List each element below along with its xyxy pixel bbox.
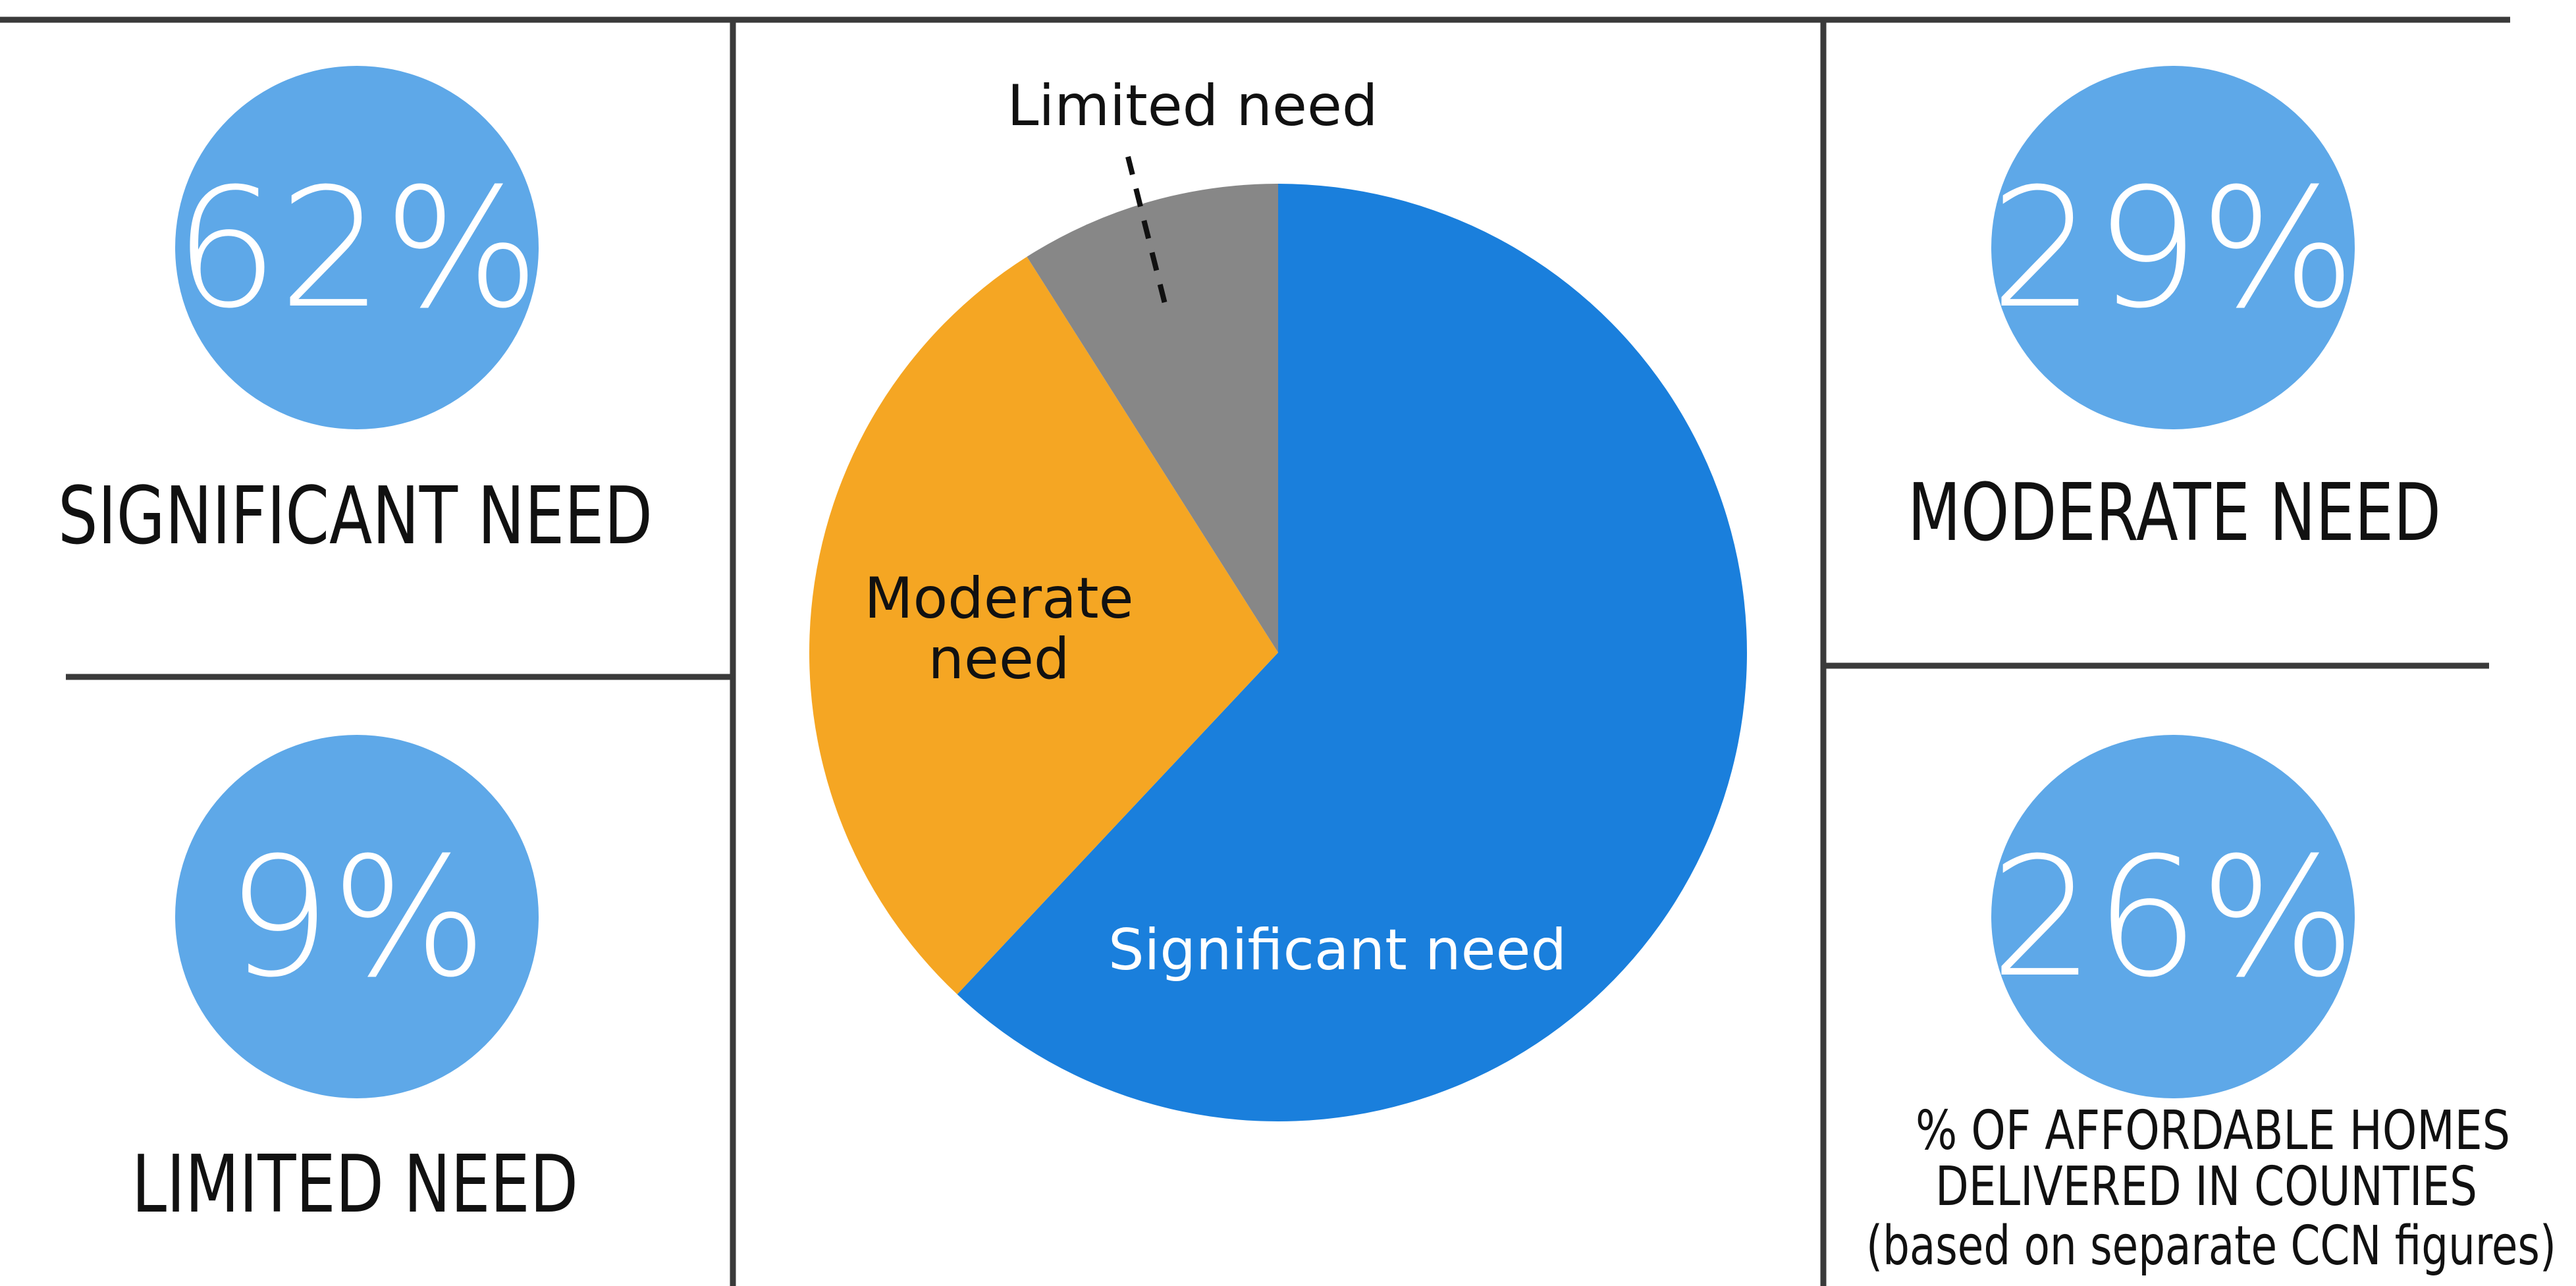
stat-circle <box>175 66 539 429</box>
stat-label: LIMITED NEED <box>132 1139 578 1231</box>
stat-value: 62% <box>174 153 540 344</box>
stat-circle <box>1991 66 2355 429</box>
stat-label: MODERATE NEED <box>1908 468 2441 559</box>
stat-circle <box>175 735 539 1098</box>
slice-label: Significant need <box>1108 917 1567 983</box>
stat-label: SIGNIFICANT NEED <box>58 471 653 562</box>
pie-chart: Significant need Moderate need Limited need <box>809 73 1747 1122</box>
slice-label: Moderate need <box>864 566 1133 692</box>
stat-value: 29% <box>1990 153 2356 344</box>
pie-slice <box>1027 184 1278 653</box>
stat-circle <box>1991 735 2355 1098</box>
stat-note: % OF AFFORDABLE HOMES <box>1916 1100 2510 1162</box>
pie-slice <box>957 184 1747 1122</box>
pie-slice <box>809 256 1278 995</box>
slice-label: Limited need <box>1007 73 1378 139</box>
stat-value: 9% <box>227 822 488 1013</box>
stat-note: (based on separate CCN figures) <box>1866 1215 2556 1277</box>
stat-note: DELIVERED IN COUNTIES <box>1935 1156 2477 1218</box>
leader-line <box>1125 156 1170 315</box>
stat-value: 26% <box>1990 822 2356 1013</box>
